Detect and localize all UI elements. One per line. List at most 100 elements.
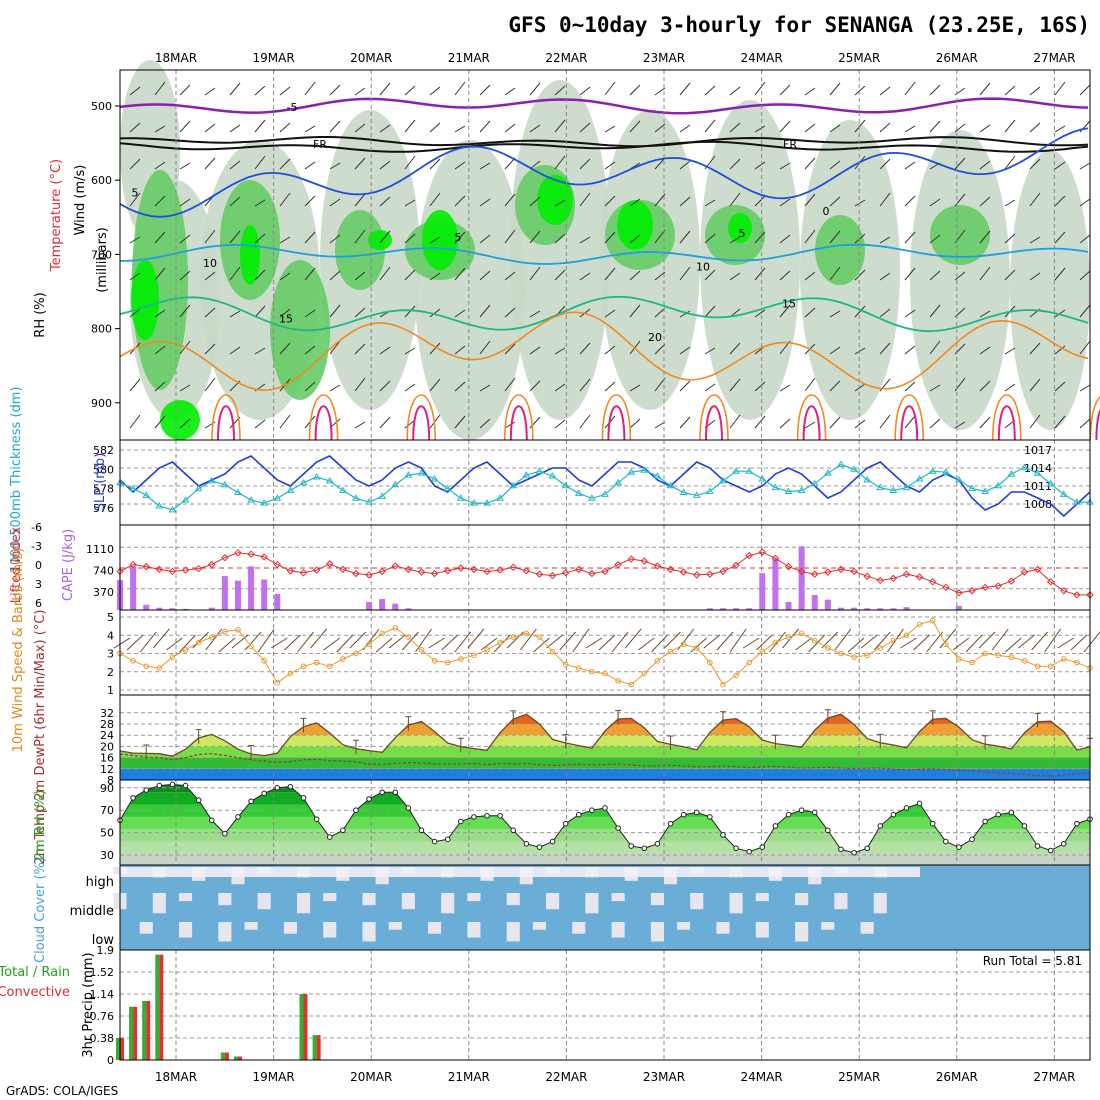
thickness-point — [692, 491, 701, 498]
wind-speed-point — [235, 626, 241, 633]
wind-speed-point — [759, 648, 766, 655]
wind-speed-point — [444, 659, 451, 666]
cape-bar — [261, 579, 268, 610]
rh-point — [785, 811, 792, 818]
rh-point — [851, 849, 857, 856]
wind-speed-point — [785, 634, 792, 640]
cape-bar — [221, 576, 228, 610]
thickness-point — [588, 494, 596, 501]
wind-speed-point — [575, 665, 582, 671]
wind-barb — [304, 125, 316, 133]
wind-barb — [679, 124, 691, 133]
lifted-index-point — [365, 571, 373, 579]
wind-barb — [329, 234, 341, 244]
y-tick-label: 700 — [91, 248, 112, 261]
wind-barb — [554, 155, 566, 170]
wind-barb — [854, 233, 866, 244]
thickness-point — [1073, 498, 1081, 505]
wind-barb — [629, 84, 641, 96]
top-day-label: 18MAR — [155, 51, 197, 65]
thickness-line — [119, 463, 1090, 511]
wind-barb — [754, 231, 766, 244]
wind-barb — [310, 628, 328, 649]
rh-point — [1060, 841, 1067, 847]
wind-barb — [1054, 231, 1066, 244]
wind-barb — [808, 634, 826, 653]
wind-barb — [349, 631, 367, 649]
wind-speed-point — [431, 658, 438, 664]
wind-speed-point — [654, 658, 661, 664]
rh-point — [772, 823, 779, 829]
thickness-point — [483, 499, 491, 506]
wind-barb — [854, 419, 866, 429]
wind-barb — [429, 122, 441, 133]
lifted-index-point — [575, 565, 583, 574]
humidity-shading — [728, 213, 752, 243]
wind-speed-point — [549, 648, 556, 655]
thickness-point — [299, 478, 308, 486]
wind-barb — [404, 419, 416, 429]
wind-barb — [879, 308, 891, 318]
cape-bar — [169, 608, 176, 610]
wind-speed-point — [720, 681, 726, 688]
wind-barb — [329, 162, 341, 170]
y-tick-label: 50 — [100, 827, 114, 840]
humidity-shading — [368, 230, 392, 250]
wind-barb — [779, 120, 791, 133]
li-tick-label: 3 — [35, 578, 42, 591]
convective-bar — [303, 994, 308, 1060]
wind-barb — [529, 310, 541, 318]
wind-barb — [579, 342, 591, 355]
humidity-shading — [422, 210, 458, 270]
wind-barb — [926, 631, 944, 653]
clear-sky-block — [821, 922, 835, 930]
wind-barb — [218, 637, 236, 653]
y-tick-label: 8 — [107, 774, 114, 787]
isotherm-line — [992, 394, 1022, 441]
wind-barb — [204, 229, 216, 244]
lifted-index-point — [417, 568, 426, 576]
thickness-point — [404, 471, 413, 478]
wind-speed-point — [1060, 656, 1067, 662]
wind-speed-point — [641, 670, 648, 677]
wind-barb — [139, 631, 157, 653]
wind-barb — [879, 414, 891, 429]
thickness-point — [732, 467, 740, 474]
lifted-index-point — [797, 567, 806, 576]
cape-bar — [811, 595, 818, 610]
wind-barb — [1057, 637, 1075, 649]
wind-barb — [821, 631, 839, 649]
humidity-shading — [815, 215, 865, 285]
wind-barb — [779, 84, 791, 96]
thickness-point — [509, 481, 518, 489]
isotherm-line — [119, 136, 1089, 148]
wind-barb — [454, 161, 466, 170]
thickness-point — [378, 492, 387, 499]
lifted-index-point — [509, 563, 517, 572]
wind-barb — [829, 310, 841, 318]
wind-barb — [354, 343, 366, 355]
lifted-index-point — [784, 562, 793, 571]
wind-barb — [729, 378, 741, 392]
wind-speed-point — [248, 643, 254, 650]
wind-speed-point — [405, 634, 412, 640]
wind-barb — [529, 124, 541, 133]
wind-barb — [454, 309, 466, 318]
wind-barb — [479, 270, 491, 281]
wind-barb — [441, 634, 459, 651]
thickness-point — [928, 467, 937, 474]
y-tick-label: 70 — [100, 804, 114, 817]
convective-bar — [133, 1006, 138, 1060]
y-tick-label: 2 — [107, 666, 114, 679]
wind-barb — [679, 82, 691, 96]
panel-axis-label: RH (%) — [33, 292, 48, 337]
wind-barb — [504, 157, 516, 170]
wind-barb — [854, 305, 866, 318]
isotherm-line — [412, 405, 431, 441]
wind-barb — [204, 157, 216, 170]
wind-barb — [579, 158, 591, 170]
wind-speed-point — [418, 647, 425, 653]
wind-barb — [179, 84, 191, 96]
rh-point — [969, 836, 975, 843]
wind-barb — [929, 198, 941, 207]
